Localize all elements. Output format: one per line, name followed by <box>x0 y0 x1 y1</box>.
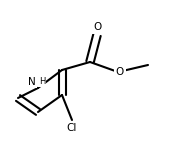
Text: O: O <box>93 22 101 32</box>
Text: Cl: Cl <box>67 123 77 133</box>
Text: H: H <box>39 77 45 87</box>
Text: N: N <box>28 77 36 87</box>
Text: O: O <box>116 67 124 77</box>
